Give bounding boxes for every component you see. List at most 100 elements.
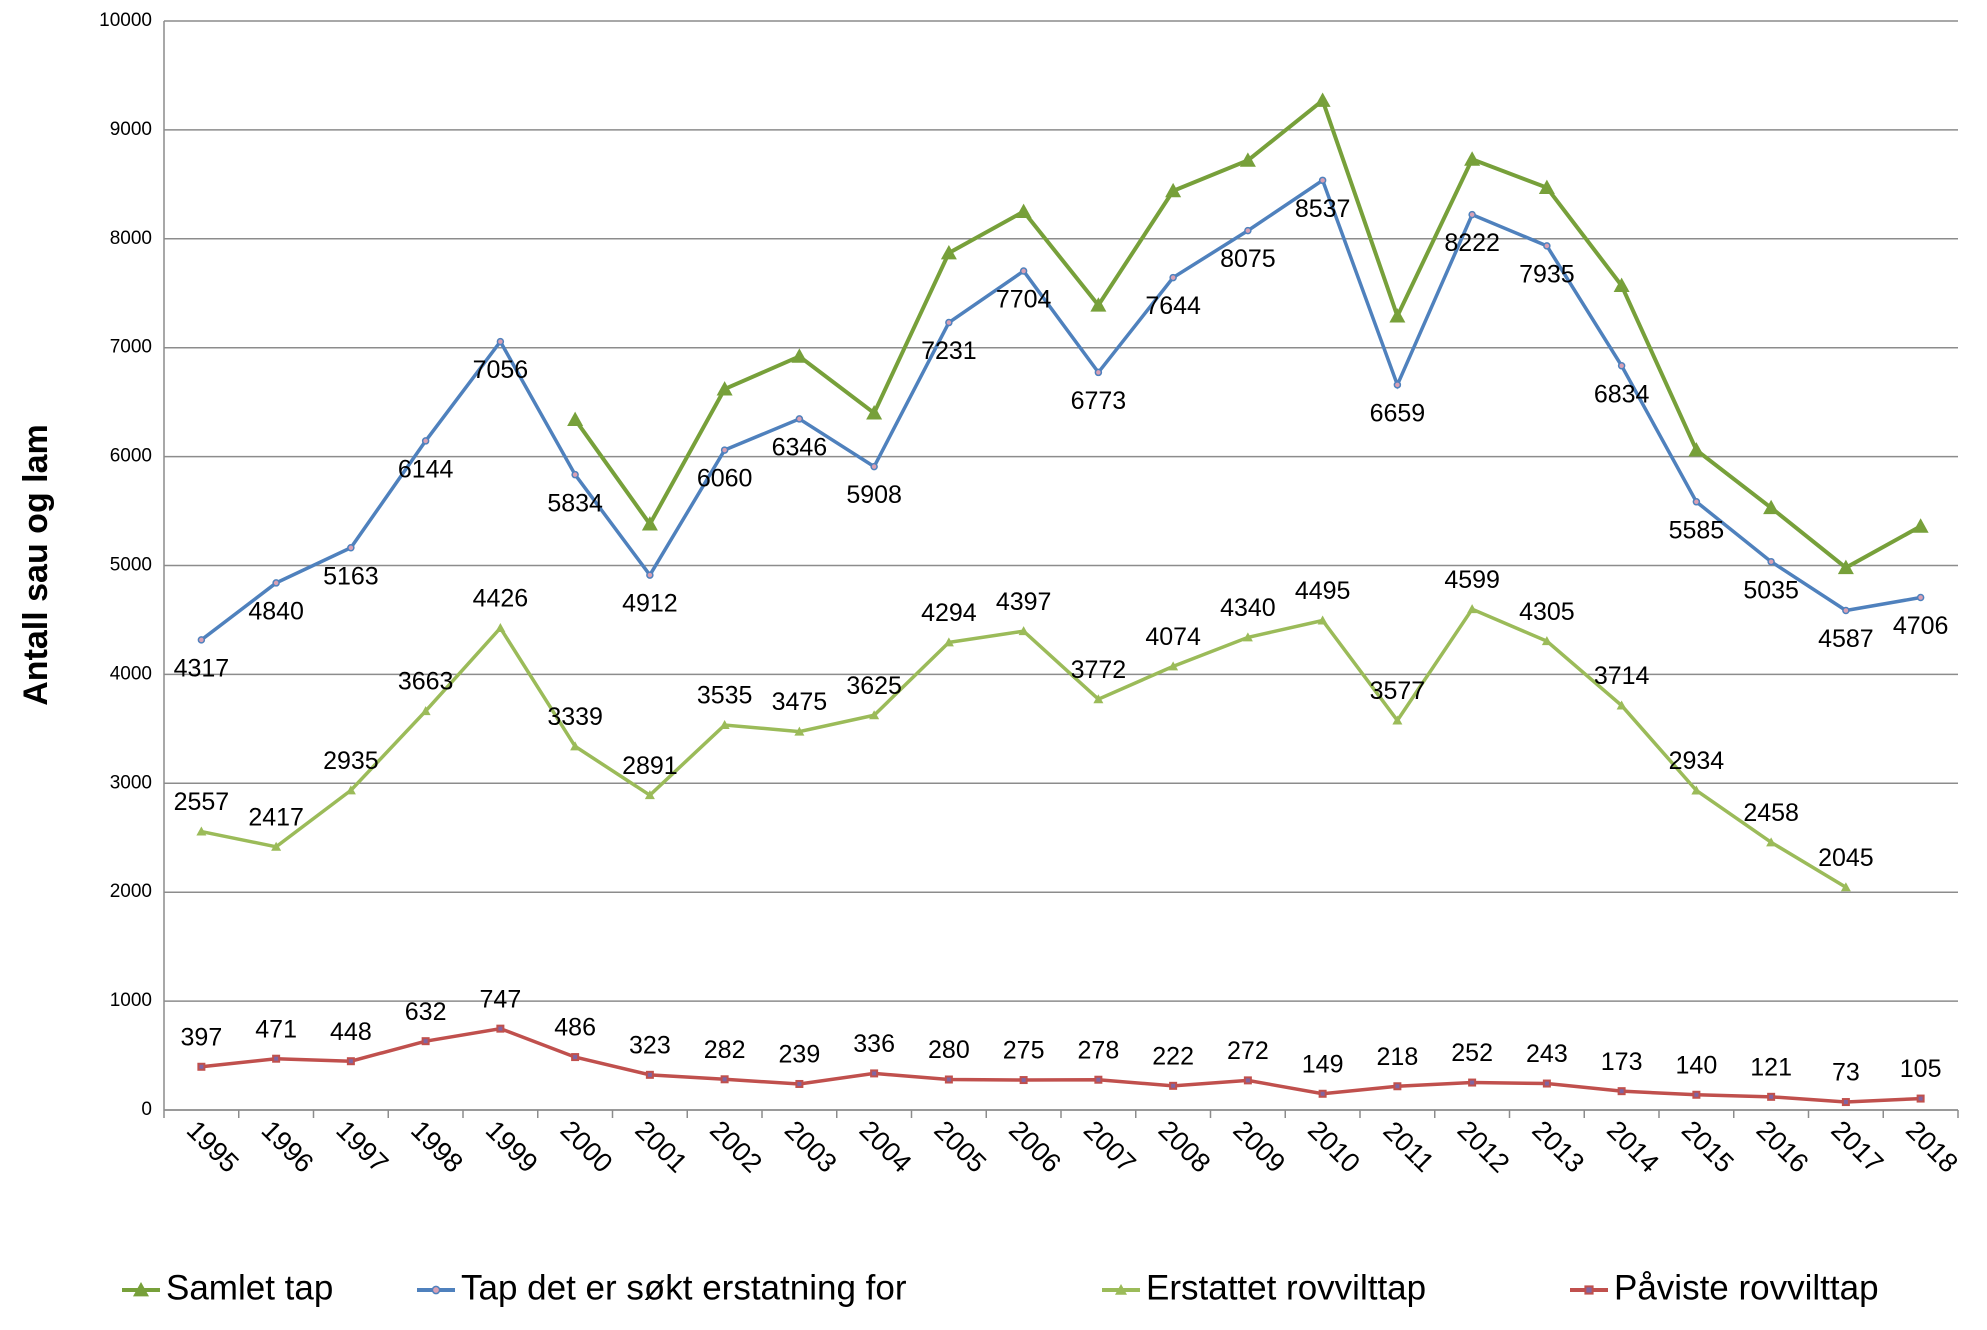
point — [1239, 152, 1256, 167]
series-line — [201, 1026, 1921, 1104]
data-label: 3625 — [846, 672, 902, 700]
point — [1841, 1098, 1850, 1107]
point — [1538, 179, 1555, 195]
data-label: 3577 — [1370, 677, 1426, 705]
point — [940, 244, 957, 260]
y-tick-label: 4000 — [110, 663, 152, 684]
x-tick-label: 2017 — [1825, 1115, 1889, 1179]
x-tick-label: 1998 — [405, 1115, 469, 1179]
point — [1115, 1284, 1127, 1295]
data-label: 6773 — [1071, 387, 1127, 415]
point — [795, 415, 804, 423]
data-label: 222 — [1152, 1042, 1194, 1070]
point — [1094, 1075, 1103, 1084]
point — [1692, 498, 1701, 506]
point — [1543, 242, 1551, 250]
point — [1467, 604, 1478, 614]
point — [945, 318, 953, 327]
data-label: 4074 — [1145, 623, 1201, 651]
data-label: 3663 — [398, 668, 454, 696]
series-line — [201, 606, 1847, 889]
data-label: 4294 — [921, 599, 977, 627]
x-tick-label: 1999 — [480, 1115, 544, 1179]
y-tick-label: 7000 — [110, 337, 152, 358]
point — [1392, 715, 1403, 725]
x-tick-label: 2016 — [1751, 1115, 1815, 1179]
x-tick-label: 2009 — [1227, 1115, 1291, 1179]
data-label: 397 — [181, 1023, 223, 1051]
point — [720, 1075, 729, 1084]
point — [1318, 176, 1327, 185]
point — [1837, 559, 1854, 575]
y-tick-label: 0 — [141, 1099, 152, 1120]
data-label: 6659 — [1370, 399, 1426, 427]
point — [794, 726, 805, 736]
point — [567, 411, 584, 426]
data-label: 3714 — [1594, 662, 1650, 690]
data-label: 3475 — [772, 688, 828, 716]
point — [496, 1024, 505, 1033]
point — [869, 710, 880, 720]
point — [716, 381, 733, 396]
data-label: 6346 — [772, 434, 828, 462]
data-label: 8537 — [1295, 195, 1351, 223]
data-label: 4706 — [1893, 612, 1949, 640]
data-label: 6144 — [398, 456, 454, 484]
point — [1314, 92, 1331, 107]
data-label: 2557 — [174, 788, 230, 816]
point — [197, 636, 206, 644]
data-label: 7231 — [921, 337, 977, 365]
point — [1916, 593, 1925, 602]
x-tick-label: 1997 — [330, 1115, 394, 1179]
point — [1542, 1079, 1551, 1088]
y-axis-title: Antall sau og lam — [17, 424, 55, 706]
data-label: 275 — [1003, 1037, 1045, 1065]
point — [795, 1079, 804, 1088]
point — [1090, 297, 1107, 312]
data-label: 2045 — [1818, 844, 1874, 872]
data-label: 6060 — [697, 465, 753, 493]
data-label: 8222 — [1444, 229, 1500, 257]
point — [571, 1053, 580, 1062]
data-label: 4587 — [1818, 625, 1874, 653]
point — [1584, 1285, 1594, 1295]
data-label: 4599 — [1444, 566, 1500, 594]
point — [1244, 226, 1252, 235]
point — [495, 623, 506, 633]
point — [345, 785, 356, 795]
point — [1916, 1094, 1925, 1103]
point — [1242, 632, 1253, 642]
point — [943, 637, 954, 647]
y-tick-label: 5000 — [110, 555, 152, 576]
x-tick-label: 2007 — [1078, 1115, 1142, 1179]
legend-label: Erstattet rovvilttap — [1146, 1268, 1426, 1307]
x-tick-label: 2018 — [1900, 1115, 1964, 1179]
point — [1317, 615, 1328, 625]
point — [641, 516, 658, 531]
point — [1766, 837, 1777, 847]
point — [1468, 1078, 1477, 1087]
data-label: 239 — [779, 1041, 821, 1069]
point — [1692, 1090, 1701, 1099]
point — [1767, 557, 1775, 566]
data-label: 140 — [1676, 1051, 1718, 1079]
data-label: 4317 — [174, 654, 230, 682]
data-label: 5908 — [846, 481, 902, 509]
point — [1243, 1076, 1252, 1085]
data-label: 2417 — [248, 803, 304, 831]
data-label: 243 — [1526, 1040, 1568, 1068]
point — [1541, 636, 1552, 646]
point — [197, 1062, 206, 1071]
point — [944, 1075, 953, 1084]
point — [1018, 626, 1029, 636]
legend-label: Påviste rovvilttap — [1614, 1268, 1879, 1307]
point — [1617, 362, 1626, 370]
point — [421, 1037, 430, 1046]
point — [346, 1057, 355, 1066]
data-label: 632 — [405, 998, 447, 1026]
data-label: 7644 — [1145, 292, 1201, 320]
point — [1617, 1087, 1626, 1096]
x-tick-label: 2003 — [779, 1115, 843, 1179]
point — [133, 1282, 149, 1297]
